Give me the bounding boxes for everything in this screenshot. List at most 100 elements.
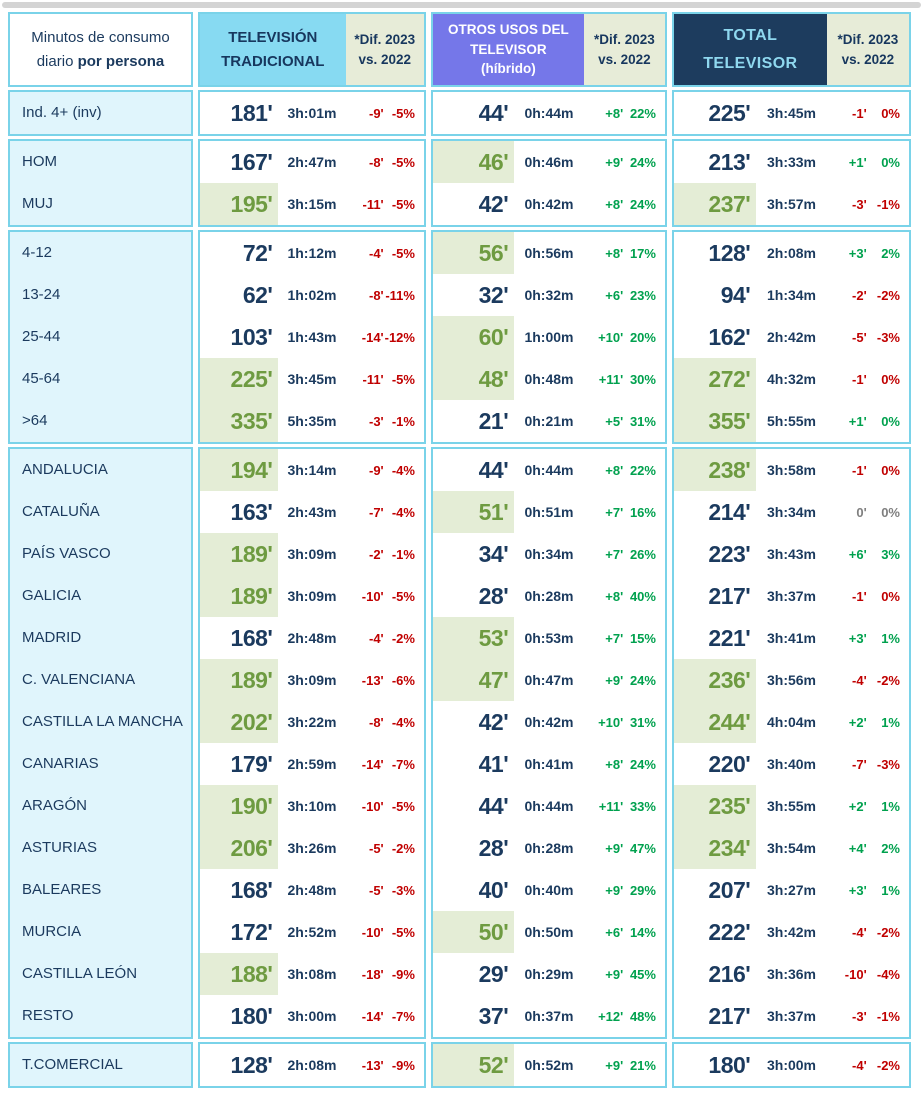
- time-value: 2h:48m: [287, 630, 337, 646]
- dif-2023-header-tv: *Dif. 2023 vs. 2022: [345, 14, 424, 85]
- time-value: 3h:10m: [287, 798, 337, 814]
- diff-percent: 2%: [881, 840, 900, 856]
- diff-minutes: -8': [369, 287, 384, 303]
- minutes-value: 167': [230, 149, 273, 175]
- diff-percent: -2%: [391, 840, 415, 856]
- minutes-value: 225': [708, 100, 751, 126]
- diff-minutes: -3': [369, 413, 384, 429]
- diff-minutes: -9': [369, 462, 384, 478]
- table-row: 217' 3h:37m -1' 0%: [674, 575, 909, 617]
- minutes-value: 221': [708, 625, 751, 651]
- row-group-3-total-televisor-column: 238' 3h:58m -1' 0% 214' 3h:34m 0' 0% 223' 3h:43m +…: [672, 447, 911, 1039]
- minutes-value: 195': [200, 183, 279, 225]
- table-row: 181' 3h:01m -9' -5%: [200, 92, 424, 134]
- diff-percent: -5%: [391, 798, 415, 814]
- time-value: 3h:00m: [766, 1057, 817, 1073]
- minutes-value: 50': [433, 911, 515, 953]
- minutes-value: 194': [200, 449, 279, 491]
- diff-minutes: -14': [361, 756, 384, 772]
- diff-minutes: +8': [605, 462, 624, 478]
- row-group-3-labels: ANDALUCIA CATALUÑA PAÍS VASCO GALICIA MADRID…: [8, 447, 193, 1039]
- table-row: 237' 3h:57m -3' -1%: [674, 183, 909, 225]
- table-row: 214' 3h:34m 0' 0%: [674, 491, 909, 533]
- time-value: 3h:27m: [766, 882, 817, 898]
- row-label: GALICIA: [22, 587, 82, 604]
- time-value: 1h:34m: [766, 287, 817, 303]
- table-row: 335' 5h:35m -3' -1%: [200, 400, 424, 442]
- time-value: 1h:43m: [287, 329, 337, 345]
- diff-percent: 31%: [629, 413, 656, 429]
- diff-minutes: +3': [848, 630, 867, 646]
- diff-minutes: +9': [605, 154, 624, 170]
- time-value: 2h:48m: [287, 882, 337, 898]
- row-label: CATALUÑA: [22, 503, 100, 520]
- diff-minutes: +3': [848, 245, 867, 261]
- minutes-value: 223': [708, 541, 751, 567]
- time-value: 4h:04m: [766, 714, 817, 730]
- row-group-2-otros-usos-column: 56' 0h:56m +8' 17% 32' 0h:32m +6' 23% 60' 1h:00m +…: [431, 230, 667, 444]
- row-label: C. VALENCIANA: [22, 671, 136, 688]
- time-value: 3h:00m: [287, 1008, 337, 1024]
- table-row: 47' 0h:47m +9' 24%: [433, 659, 665, 701]
- diff-percent: -5%: [391, 105, 415, 121]
- table-row: 189' 3h:09m -2' -1%: [200, 533, 424, 575]
- row-group-1-total-televisor-column: 213' 3h:33m +1' 0% 237' 3h:57m -3' -1%: [672, 139, 911, 227]
- diff-percent: -3%: [391, 882, 415, 898]
- row-label: 13-24: [22, 286, 61, 303]
- minutes-value: 238': [674, 449, 757, 491]
- diff-minutes: +9': [605, 840, 624, 856]
- diff-percent: 21%: [629, 1057, 656, 1073]
- diff-minutes: -2': [852, 287, 867, 303]
- time-value: 0h:44m: [524, 798, 574, 814]
- table-row: 179' 2h:59m -14' -7%: [200, 743, 424, 785]
- diff-percent: 24%: [629, 196, 656, 212]
- table-row: 207' 3h:27m +3' 1%: [674, 869, 909, 911]
- minutes-value: 163': [230, 499, 273, 525]
- diff-minutes: +8': [605, 756, 624, 772]
- minutes-value: 190': [200, 785, 279, 827]
- diff-percent: -1%: [876, 196, 900, 212]
- table-row: 180' 3h:00m -14' -7%: [200, 995, 424, 1037]
- time-value: 3h:22m: [287, 714, 337, 730]
- table-row: 52' 0h:52m +9' 21%: [433, 1044, 665, 1086]
- table-row: 128' 2h:08m +3' 2%: [674, 232, 909, 274]
- minutes-value: 44': [478, 457, 509, 483]
- header-television-tradicional: TELEVISIÓN TRADICIONAL *Dif. 2023 vs. 20…: [198, 12, 426, 87]
- diff-minutes: -3': [852, 1008, 867, 1024]
- time-value: 3h:36m: [766, 966, 817, 982]
- minutes-value: 168': [230, 625, 273, 651]
- row-group-4-labels: T.COMERCIAL: [8, 1042, 193, 1088]
- row-group-2-tv-tradicional-column: 72' 1h:12m -4' -5% 62' 1h:02m -8' -11% 103' 1h:43…: [198, 230, 426, 444]
- minutes-value: 37': [478, 1003, 509, 1029]
- time-value: 0h:56m: [524, 245, 574, 261]
- minutes-value: 42': [478, 709, 509, 735]
- minutes-value: 42': [478, 191, 509, 217]
- row-label: CANARIAS: [22, 755, 99, 772]
- minutes-value: 60': [433, 316, 515, 358]
- diff-percent: 20%: [629, 329, 656, 345]
- row-group-2-labels: 4-12 13-24 25-44 45-64 >64: [8, 230, 193, 444]
- minutes-value: 216': [708, 961, 751, 987]
- diff-percent: -5%: [391, 196, 415, 212]
- diff-minutes: +1': [848, 154, 867, 170]
- table-row: 42' 0h:42m +8' 24%: [433, 183, 665, 225]
- diff-percent: 24%: [629, 756, 656, 772]
- time-value: 0h:44m: [524, 105, 574, 121]
- row-group-4-otros-usos-column: 52' 0h:52m +9' 21%: [431, 1042, 667, 1088]
- table-row: 44' 0h:44m +11' 33%: [433, 785, 665, 827]
- diff-percent: 40%: [629, 588, 656, 604]
- time-value: 3h:42m: [766, 924, 817, 940]
- diff-percent: 0%: [881, 154, 900, 170]
- time-value: 0h:21m: [524, 413, 574, 429]
- diff-minutes: +7': [605, 630, 624, 646]
- time-value: 3h:41m: [766, 630, 817, 646]
- time-value: 2h:52m: [287, 924, 337, 940]
- header-minutos-consumo: Minutos de consumo diario por persona: [8, 12, 193, 87]
- table-row: 44' 0h:44m +8' 22%: [433, 449, 665, 491]
- time-value: 3h:09m: [287, 546, 337, 562]
- diff-minutes: -1': [852, 588, 867, 604]
- diff-percent: 30%: [629, 371, 656, 387]
- table-row: 234' 3h:54m +4' 2%: [674, 827, 909, 869]
- minutes-value: 180': [708, 1052, 751, 1078]
- table-row: 53' 0h:53m +7' 15%: [433, 617, 665, 659]
